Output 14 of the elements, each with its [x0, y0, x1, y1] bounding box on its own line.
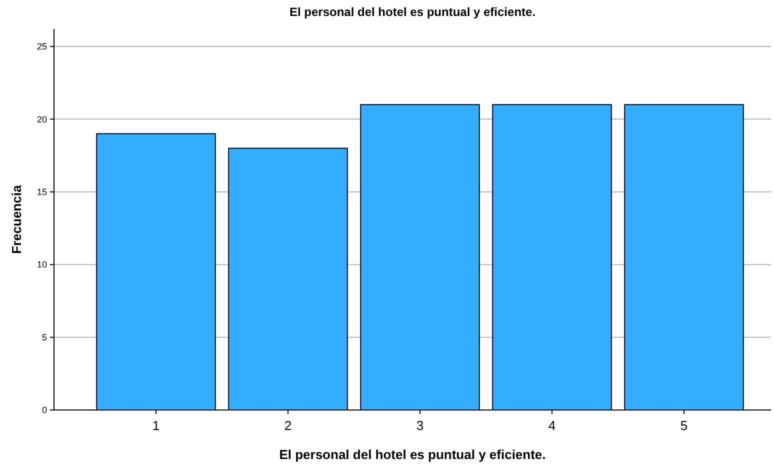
- y-axis-title: Frecuencia: [9, 184, 24, 254]
- x-tick-label: 2: [284, 418, 292, 433]
- x-tick-label: 4: [548, 418, 556, 433]
- y-tick-label: 20: [36, 114, 47, 124]
- y-tick-label: 5: [42, 332, 47, 342]
- x-tick-label: 1: [152, 418, 160, 433]
- y-tick-label: 0: [42, 405, 47, 416]
- x-tick-label: 3: [416, 418, 424, 433]
- chart-title: El personal del hotel es puntual y eficiente.: [289, 5, 536, 19]
- y-tick-label: 15: [36, 187, 47, 198]
- x-axis-title: El personal del hotel es puntual y eficiente.: [279, 447, 546, 462]
- x-tick-label: 5: [680, 418, 688, 433]
- y-tick-label: 10: [36, 260, 47, 270]
- y-tick-label: 25: [36, 42, 47, 52]
